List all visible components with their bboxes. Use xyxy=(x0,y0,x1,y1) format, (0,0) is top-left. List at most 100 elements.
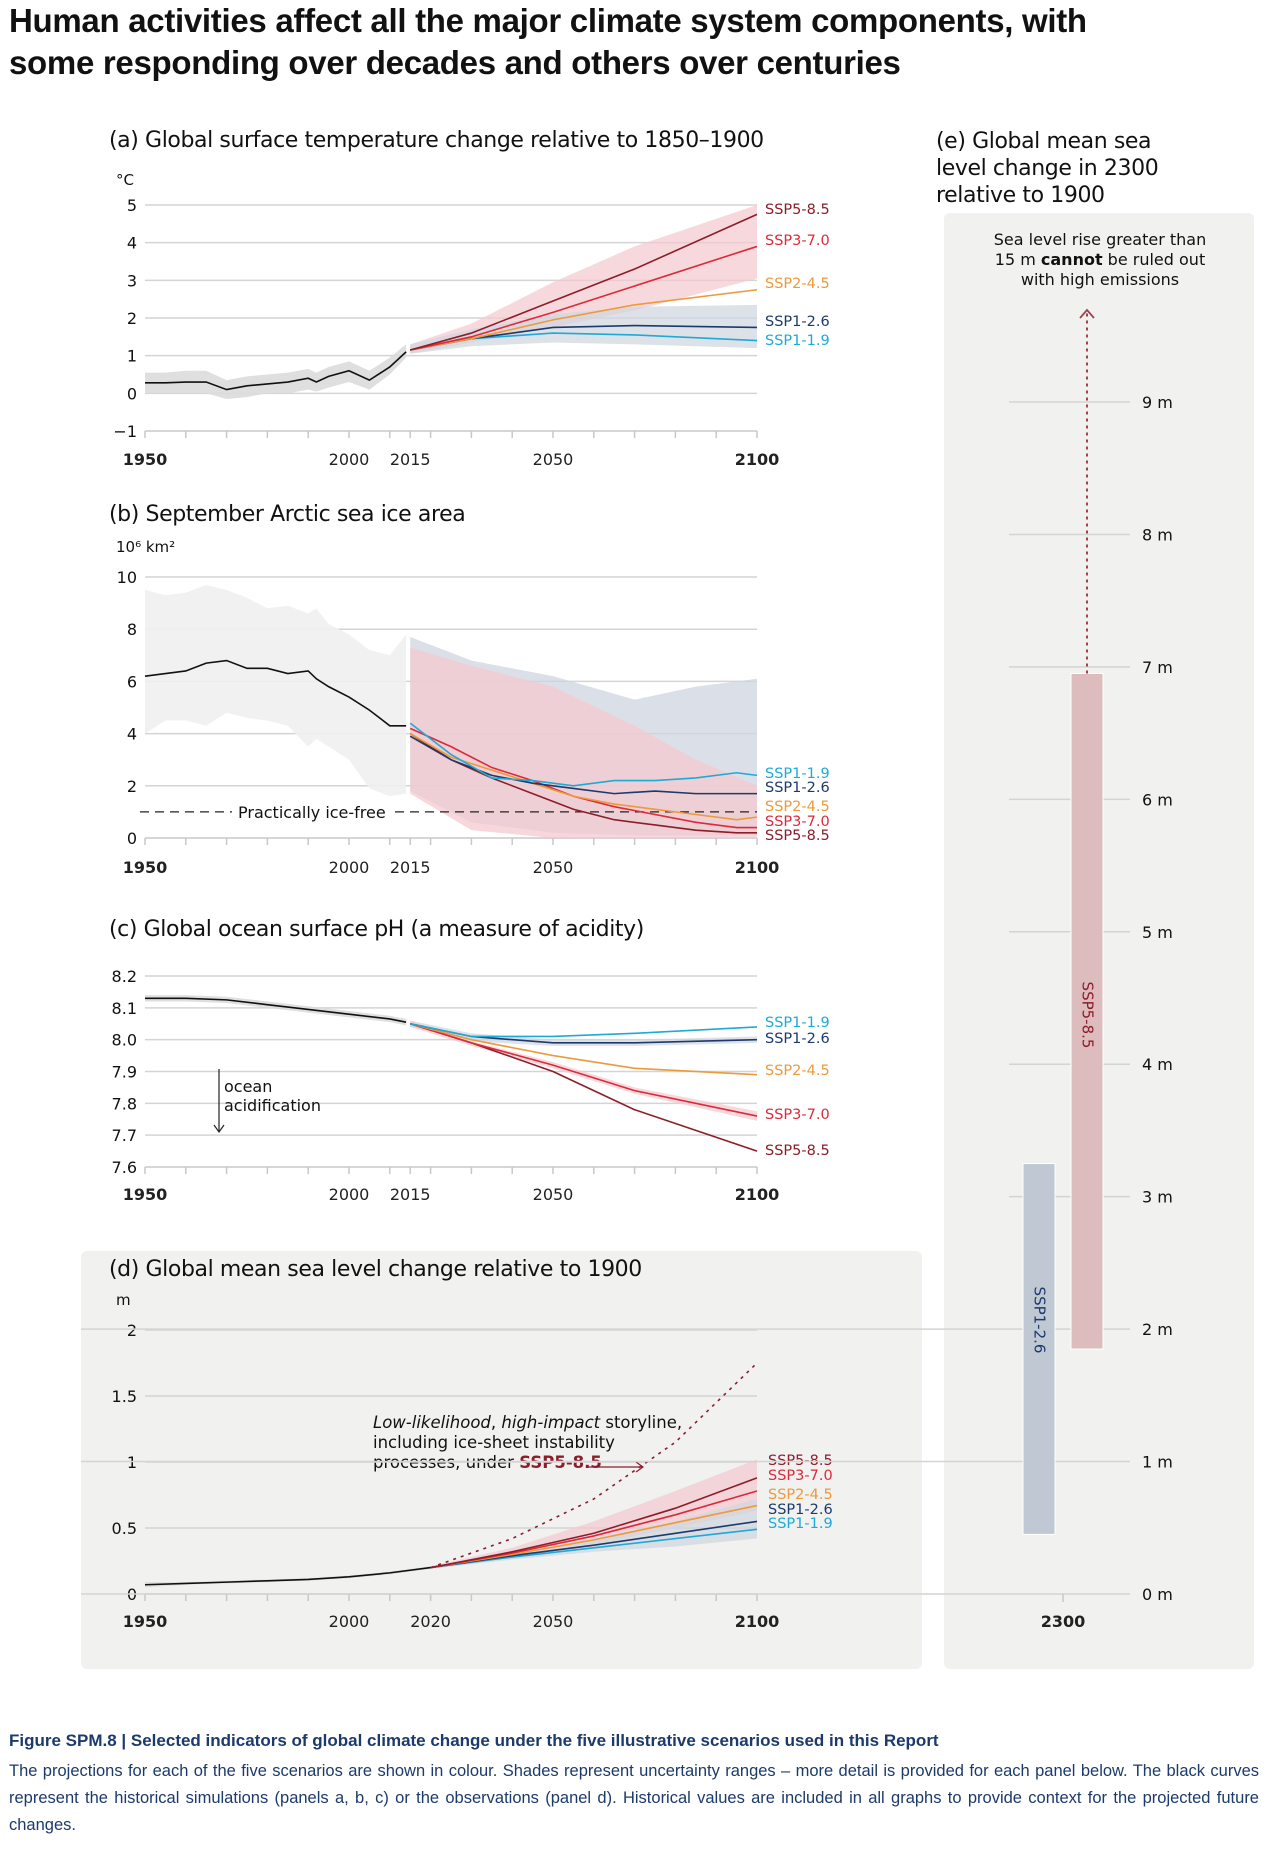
series-line-ssp3-7.0 xyxy=(430,1490,758,1569)
series-line-ssp1-1.9 xyxy=(409,722,758,787)
y-tick-label: 0 xyxy=(127,829,137,848)
y-tick-label: 6 xyxy=(127,672,137,691)
y-axis-unit: m xyxy=(116,1291,131,1309)
x-tick-label: 2050 xyxy=(533,1185,574,1204)
panel-b-title: (b) September Arctic sea ice area xyxy=(109,502,466,527)
x-tick-label: 1950 xyxy=(123,1185,168,1204)
x-tick-label: 2020 xyxy=(410,1612,451,1631)
y-axis-unit: °C xyxy=(116,171,134,189)
y-tick-label: 7 m xyxy=(1142,658,1173,677)
series-line-ssp5-8.5 xyxy=(409,213,758,351)
series-label-ssp1-1.9: SSP1-1.9 xyxy=(768,1516,833,1532)
series-label-ssp1-2.6: SSP1-2.6 xyxy=(765,780,830,796)
bar-label-ssp1-2.6: SSP1-2.6 xyxy=(1031,1287,1049,1354)
annotation-line-2: acidification xyxy=(224,1096,321,1115)
y-tick-label: 7.8 xyxy=(112,1094,137,1113)
storyline-annotation: Low-likelihood, high-impact storyline, i… xyxy=(373,1413,682,1473)
x-tick-label: 2000 xyxy=(329,858,370,877)
y-tick-label: 8.1 xyxy=(112,999,137,1018)
note-part-1: Sea level rise greater than xyxy=(993,230,1207,249)
annot-line-2: including ice-sheet instability xyxy=(373,1433,615,1452)
x-tick-label: 2100 xyxy=(735,1185,780,1204)
band-high-emissions xyxy=(410,1020,757,1121)
series-label-ssp1-2.6: SSP1-2.6 xyxy=(765,314,830,330)
x-tick-label: 2050 xyxy=(533,450,574,469)
band-high-emissions xyxy=(410,205,757,354)
y-tick-label: 0 xyxy=(127,384,137,403)
panel-e-note: Sea level rise greater than 15 m cannot … xyxy=(960,230,1240,290)
series-label-ssp3-7.0: SSP3-7.0 xyxy=(768,1468,833,1484)
x-tick-label: 1950 xyxy=(123,450,168,469)
y-tick-label: 8.0 xyxy=(112,1031,137,1050)
series-label-ssp1-2.6: SSP1-2.6 xyxy=(768,1502,833,1518)
y-tick-label: 1.5 xyxy=(112,1387,137,1406)
series-label-ssp2-4.5: SSP2-4.5 xyxy=(765,799,830,815)
note-part-4: with high emissions xyxy=(1020,270,1180,289)
y-axis-unit: 10⁶ km² xyxy=(116,538,175,556)
y-tick-label: 3 m xyxy=(1142,1188,1173,1207)
y-tick-label: 5 m xyxy=(1142,923,1173,942)
band-low-emissions xyxy=(410,1020,757,1047)
series-line-ssp2-4.5 xyxy=(430,1504,758,1569)
panel-e-title: (e) Global mean sea level change in 2300… xyxy=(936,128,1159,209)
y-tick-label: 4 m xyxy=(1142,1055,1173,1074)
series-line-ssp1-2.6 xyxy=(409,735,757,795)
y-tick-label: 7.9 xyxy=(112,1063,137,1082)
band-high-emissions xyxy=(430,1459,757,1569)
historical-line xyxy=(145,351,407,391)
panel-e-title-line-1: (e) Global mean sea xyxy=(936,129,1152,154)
series-line-ssp1-2.6 xyxy=(430,1520,758,1569)
series-label-ssp1-1.9: SSP1-1.9 xyxy=(765,333,830,349)
panel-a-chart: 5 4 3 2 1 0 −1 °C 1950 2000 2015 2050 2100 SSP5-8.5 SS… xyxy=(113,171,829,469)
arrow-up-icon xyxy=(1079,308,1095,319)
panel-c-title: (c) Global ocean surface pH (a measure o… xyxy=(109,917,644,942)
historical-line xyxy=(144,1566,431,1586)
series-line-ssp3-7.0 xyxy=(409,1022,758,1117)
series-label-ssp2-4.5: SSP2-4.5 xyxy=(768,1487,833,1503)
y-tick-label: 2 xyxy=(127,309,137,328)
annot-high-impact: high-impact xyxy=(501,1413,601,1432)
y-tick-label: 1 m xyxy=(1142,1453,1173,1472)
y-tick-label: −1 xyxy=(113,422,137,441)
panel-a-title: (a) Global surface temperature change re… xyxy=(109,128,764,153)
y-tick-label: 4 xyxy=(127,234,137,253)
panel-d-title: (d) Global mean sea level change relativ… xyxy=(109,1257,642,1282)
series-label-ssp5-8.5: SSP5-8.5 xyxy=(765,1143,830,1159)
panel-e-title-line-3: relative to 1900 xyxy=(936,183,1105,208)
x-tick-label: 2300 xyxy=(1041,1612,1086,1631)
x-tick-label: 2050 xyxy=(533,858,574,877)
annotation-line-1: ocean xyxy=(224,1077,272,1096)
panel-e-chart: 0 m 1 m 2 m 3 m 4 m 5 m 6 m 7 m 8 m 9 m 2300 SSP1-2… xyxy=(81,308,1173,1631)
x-tick-label: 2000 xyxy=(329,1612,370,1631)
y-tick-label: 7.6 xyxy=(112,1158,137,1177)
panel-e-title-line-2: level change in 2300 xyxy=(936,156,1159,181)
annot-comma: , xyxy=(490,1413,502,1432)
caption-title: Figure SPM.8 | Selected indicators of gl… xyxy=(9,1731,939,1750)
y-tick-label: 6 m xyxy=(1142,790,1173,809)
series-line-ssp5-8.5 xyxy=(430,1477,758,1569)
band-low-emissions xyxy=(410,304,757,354)
historical-uncertainty-band xyxy=(145,344,407,399)
y-tick-label: 4 xyxy=(127,725,137,744)
y-tick-label: 9 m xyxy=(1142,393,1173,412)
band-high-emissions xyxy=(410,647,757,838)
x-tick-label: 2015 xyxy=(390,1185,431,1204)
y-tick-label: 1 xyxy=(127,347,137,366)
y-tick-label: 5 xyxy=(127,196,137,215)
series-label-ssp3-7.0: SSP3-7.0 xyxy=(765,233,830,249)
series-label-ssp2-4.5: SSP2-4.5 xyxy=(765,276,830,292)
panel-b-chart: 10 8 6 4 2 0 10⁶ km² 1950 2000 2015 2050 2100 Practi… xyxy=(116,538,830,877)
y-tick-label: 0.5 xyxy=(112,1519,137,1538)
y-tick-label: 8 m xyxy=(1142,525,1173,544)
note-part-2: 15 m xyxy=(994,250,1041,269)
x-tick-label: 1950 xyxy=(123,858,168,877)
y-tick-label: 10 xyxy=(117,568,137,587)
bar-ssp5-8.5 xyxy=(1070,673,1104,1350)
series-line-ssp5-8.5 xyxy=(409,732,757,834)
historical-line xyxy=(144,659,407,727)
historical-uncertainty-band xyxy=(145,995,407,1026)
y-tick-label: 7.7 xyxy=(112,1126,137,1145)
arrow-right-icon xyxy=(635,1461,645,1473)
caption-body: The projections for each of the five sce… xyxy=(9,1762,1259,1834)
x-tick-label: 2015 xyxy=(390,450,431,469)
